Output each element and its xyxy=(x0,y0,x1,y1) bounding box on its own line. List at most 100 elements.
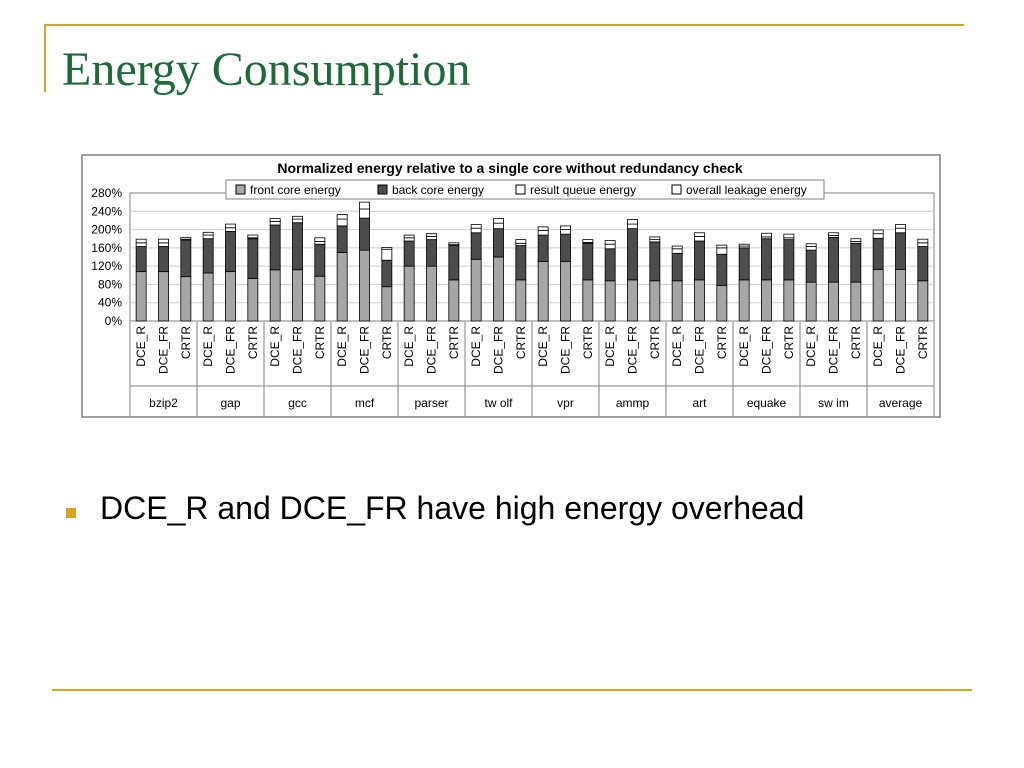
config-label: CRTR xyxy=(849,326,863,359)
y-tick-label: 80% xyxy=(98,277,122,291)
config-label: CRTR xyxy=(648,326,662,359)
y-tick-label: 160% xyxy=(91,241,122,255)
bar-segment-back-core-energy xyxy=(247,238,259,279)
bar-segment-result-queue-energy xyxy=(359,208,370,219)
bar-segment-result-queue-energy xyxy=(470,227,482,234)
chart-title: Normalized energy relative to a single c… xyxy=(277,160,742,176)
bar-segment-overall-leakage-energy xyxy=(202,231,214,236)
bar-segment-overall-leakage-energy xyxy=(872,229,884,235)
legend: front core energy back core energy result … xyxy=(225,179,825,200)
bar-segment-back-core-energy xyxy=(202,238,214,274)
bar-segment-overall-leakage-energy xyxy=(805,243,817,247)
y-tick-label: 0% xyxy=(105,314,123,328)
bar-segment-back-core-energy xyxy=(805,249,817,283)
bar-segment-front-core-energy xyxy=(805,281,817,322)
bar-segment-overall-leakage-energy xyxy=(493,218,504,224)
config-label: DCE_FR xyxy=(291,326,305,374)
group-label: ammp xyxy=(616,396,650,410)
bar-segment-result-queue-energy xyxy=(426,236,437,241)
bullet-marker xyxy=(66,508,76,518)
bar-segment-overall-leakage-energy xyxy=(783,233,795,239)
bar-segment-overall-leakage-energy xyxy=(850,238,862,242)
bar-segment-result-queue-energy xyxy=(872,233,884,239)
legend-label: result queue energy xyxy=(530,183,636,197)
bar-segment-front-core-energy xyxy=(716,284,728,322)
group-label: vpr xyxy=(557,396,574,410)
bar-segment-back-core-energy xyxy=(135,246,147,273)
bar-segment-back-core-energy xyxy=(158,246,169,273)
bar-segment-back-core-energy xyxy=(269,224,281,271)
group-label: gcc xyxy=(288,396,307,410)
bar-segment-front-core-energy xyxy=(917,280,929,322)
bar-segment-front-core-energy xyxy=(158,271,169,322)
config-label: CRTR xyxy=(246,326,260,359)
bar-segment-overall-leakage-energy xyxy=(359,201,370,210)
bar-segment-back-core-energy xyxy=(604,248,616,282)
bar-segment-front-core-energy xyxy=(470,258,482,322)
bar-segment-back-core-energy xyxy=(225,230,236,273)
config-label: DCE_FR xyxy=(760,326,774,374)
bar-segment-overall-leakage-energy xyxy=(895,224,906,229)
config-label: DCE_FR xyxy=(358,326,372,374)
bar-segment-result-queue-energy xyxy=(314,241,326,245)
bar-segment-back-core-energy xyxy=(895,232,906,270)
bar-segment-result-queue-energy xyxy=(560,229,571,235)
bar-segment-front-core-energy xyxy=(493,256,504,322)
bar-segment-overall-leakage-energy xyxy=(247,234,259,239)
slide-title: Energy Consumption xyxy=(62,43,471,96)
legend-label: front core energy xyxy=(250,183,341,197)
bar-segment-overall-leakage-energy xyxy=(694,232,705,237)
bar-segment-back-core-energy xyxy=(537,234,549,262)
bar-segment-back-core-energy xyxy=(180,239,192,278)
bar-segment-result-queue-energy xyxy=(135,242,147,247)
bar-segment-front-core-energy xyxy=(180,276,192,322)
bar-segment-front-core-energy xyxy=(269,269,281,322)
bar-segment-front-core-energy xyxy=(694,279,705,322)
bar-segment-overall-leakage-energy xyxy=(180,236,192,240)
bar-segment-back-core-energy xyxy=(381,259,393,288)
bar-segment-back-core-energy xyxy=(917,246,929,282)
bar-segment-overall-leakage-energy xyxy=(761,232,772,238)
config-label: DCE_R xyxy=(335,326,349,367)
bar-segment-overall-leakage-energy xyxy=(403,234,415,239)
config-label: DCE_FR xyxy=(626,326,640,374)
group-label: art xyxy=(692,396,707,410)
bar-segment-back-core-energy xyxy=(738,247,750,281)
bar-segment-overall-leakage-energy xyxy=(671,245,683,250)
bar-segment-front-core-energy xyxy=(649,280,661,322)
bar-segment-overall-leakage-energy xyxy=(828,232,839,236)
bar-segment-back-core-energy xyxy=(359,217,370,251)
bar-segment-result-queue-energy xyxy=(671,248,683,254)
y-tick-label: 280% xyxy=(91,186,122,200)
config-label: DCE_FR xyxy=(157,326,171,374)
bar-segment-back-core-energy xyxy=(403,240,415,267)
y-tick-label: 240% xyxy=(91,204,122,218)
legend-swatch xyxy=(377,184,388,195)
bar-segment-front-core-energy xyxy=(872,268,884,322)
bar-segment-overall-leakage-energy xyxy=(582,239,594,243)
config-label: DCE_FR xyxy=(492,326,506,374)
left-rule xyxy=(44,24,46,92)
group-label: average xyxy=(879,396,923,410)
bar-segment-result-queue-energy xyxy=(202,234,214,240)
bar-segment-result-queue-energy xyxy=(336,218,348,227)
legend-swatch xyxy=(671,184,682,195)
group-label: sw im xyxy=(818,396,849,410)
bar-segment-overall-leakage-energy xyxy=(269,218,281,222)
bars xyxy=(135,201,929,322)
bar-segment-result-queue-energy xyxy=(292,218,303,224)
bar-segment-overall-leakage-energy xyxy=(537,226,549,231)
bar-segment-result-queue-energy xyxy=(493,222,504,230)
bar-segment-back-core-energy xyxy=(627,228,638,281)
bar-segment-front-core-energy xyxy=(671,280,683,322)
bar-segment-back-core-energy xyxy=(493,228,504,258)
gridlines xyxy=(130,210,934,304)
bar-segment-front-core-energy xyxy=(336,252,348,322)
bar-segment-front-core-energy xyxy=(202,272,214,322)
bar-segment-overall-leakage-energy xyxy=(135,238,147,244)
bar-segment-back-core-energy xyxy=(850,242,862,283)
bar-segment-front-core-energy xyxy=(738,279,750,322)
config-label: DCE_FR xyxy=(559,326,573,374)
bar-segment-back-core-energy xyxy=(716,253,728,286)
